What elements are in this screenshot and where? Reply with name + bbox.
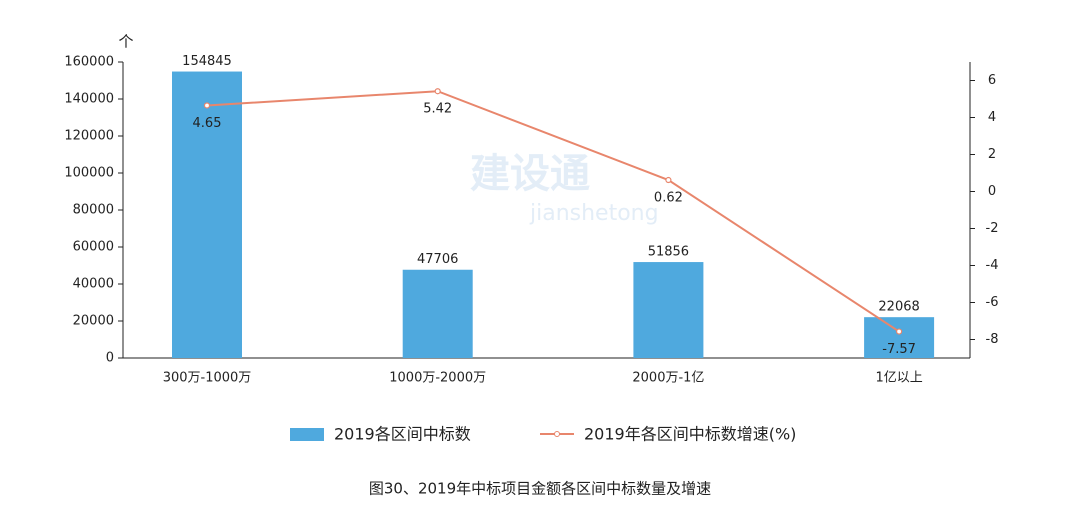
y-tick-label: 100000 xyxy=(64,166,114,181)
line-point xyxy=(895,328,903,335)
legend-swatch xyxy=(290,428,324,441)
x-tick-label: 300万-1000万 xyxy=(163,371,252,386)
line-point xyxy=(203,102,211,109)
y2-tick-label: -4 xyxy=(986,258,999,273)
bar-value-label: 22068 xyxy=(878,300,919,315)
y2-tick-label: 6 xyxy=(988,73,996,88)
bar xyxy=(402,269,473,358)
watermark: jianshetong xyxy=(529,201,659,226)
chart-title: 图30、2019年中标项目金额各区间中标数量及增速 xyxy=(369,480,711,498)
bar xyxy=(633,262,704,358)
x-tick-label: 1000万-2000万 xyxy=(389,371,486,386)
legend-swatch xyxy=(554,431,560,437)
bar-value-label: 47706 xyxy=(417,252,458,267)
bar-value-label: 51856 xyxy=(648,245,689,260)
y-tick-label: 140000 xyxy=(64,92,114,107)
bar-value-label: 154845 xyxy=(182,54,232,69)
y-tick-label: 20000 xyxy=(73,314,114,329)
line-value-label: 0.62 xyxy=(654,191,683,206)
y2-tick-label: 4 xyxy=(988,110,996,125)
watermark: 建设通 xyxy=(470,151,590,197)
line-point xyxy=(434,88,441,95)
y2-tick-label: -8 xyxy=(986,332,999,347)
y2-tick-label: -6 xyxy=(986,295,999,310)
legend-label: 2019年各区间中标数增速(%) xyxy=(584,425,796,444)
line-value-label: -7.57 xyxy=(882,342,916,357)
x-tick-label: 1亿以上 xyxy=(875,371,922,386)
y2-tick-label: 2 xyxy=(988,147,996,162)
x-tick-label: 2000万-1亿 xyxy=(632,371,704,386)
legend-label: 2019各区间中标数 xyxy=(334,425,471,444)
y-axis-unit: 个 xyxy=(118,33,133,51)
bar xyxy=(172,71,242,359)
y2-tick-label: 0 xyxy=(988,184,996,199)
y-tick-label: 80000 xyxy=(73,203,114,218)
line xyxy=(206,90,900,333)
y-tick-label: 160000 xyxy=(64,55,114,70)
bar xyxy=(864,317,935,358)
line-value-label: 4.65 xyxy=(193,116,222,131)
line-point xyxy=(665,176,672,184)
y-tick-label: 60000 xyxy=(73,240,114,255)
y-tick-label: 40000 xyxy=(73,277,114,292)
line-value-label: 5.42 xyxy=(423,102,452,117)
y-tick-label: 120000 xyxy=(64,129,114,144)
y2-tick-label: -2 xyxy=(986,221,999,236)
y-tick-label: 0 xyxy=(106,351,114,366)
